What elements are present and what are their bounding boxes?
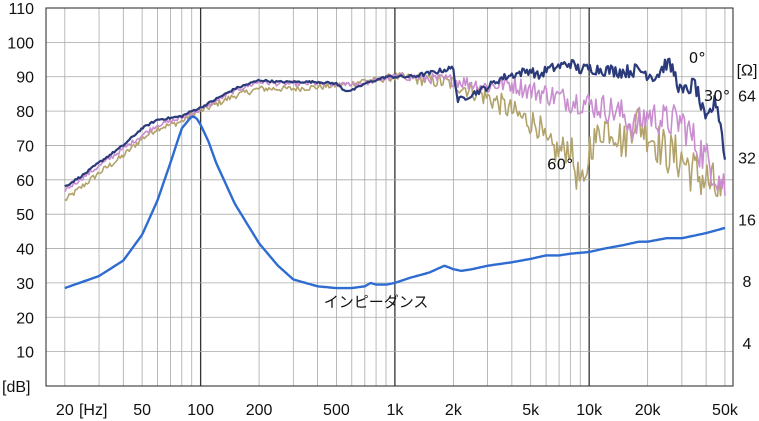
series-line-0 [64, 57, 727, 188]
y-tick-label: 70 [16, 138, 34, 155]
x-tick-label: 5k [522, 402, 540, 419]
y-tick-label: 80 [16, 104, 34, 121]
y-tick-label: 20 [16, 310, 34, 327]
series-line-1 [64, 72, 726, 196]
y2-tick-label: 64 [738, 89, 756, 106]
y-tick-label: 60 [16, 173, 34, 190]
y2-tick-label: 32 [738, 150, 756, 167]
y-tick-label: 30 [16, 276, 34, 293]
y2-unit-label: [Ω] [737, 63, 758, 80]
x-tick-label: 100 [187, 402, 214, 419]
y-tick-label: 50 [16, 207, 34, 224]
series-annotation: 30° [704, 87, 731, 105]
y-tick-label: 40 [16, 242, 34, 259]
series-annotation: 0° [689, 49, 706, 67]
series-annotation: 60° [547, 156, 574, 174]
series-group [64, 57, 727, 290]
x-unit-label: [Hz] [79, 402, 107, 419]
x-tick-label: 50k [712, 402, 739, 419]
series-line-2 [64, 72, 726, 202]
series-annotation: インピーダンス [324, 293, 429, 311]
x-tick-label: 20k [635, 402, 662, 419]
grid [46, 7, 733, 386]
series-line-3 [64, 115, 726, 290]
y-tick-label: 100 [7, 35, 34, 52]
x-tick-label: 20 [56, 402, 74, 419]
y-tick-label: 110 [8, 1, 34, 18]
y2-tick-label: 4 [743, 336, 752, 353]
x-tick-label: 500 [323, 402, 350, 419]
x-tick-label: 2k [445, 402, 463, 419]
x-tick-label: 200 [246, 402, 273, 419]
y-tick-label: 10 [16, 345, 34, 362]
y-unit-label: [dB] [2, 379, 30, 396]
y2-tick-label: 16 [738, 212, 756, 229]
x-tick-label: 10k [576, 402, 603, 419]
x-tick-label: 1k [386, 402, 404, 419]
x-tick-label: 50 [133, 402, 151, 419]
y2-tick-label: 8 [743, 274, 752, 291]
plot-frame [45, 7, 734, 387]
y-tick-label: 90 [16, 70, 34, 87]
